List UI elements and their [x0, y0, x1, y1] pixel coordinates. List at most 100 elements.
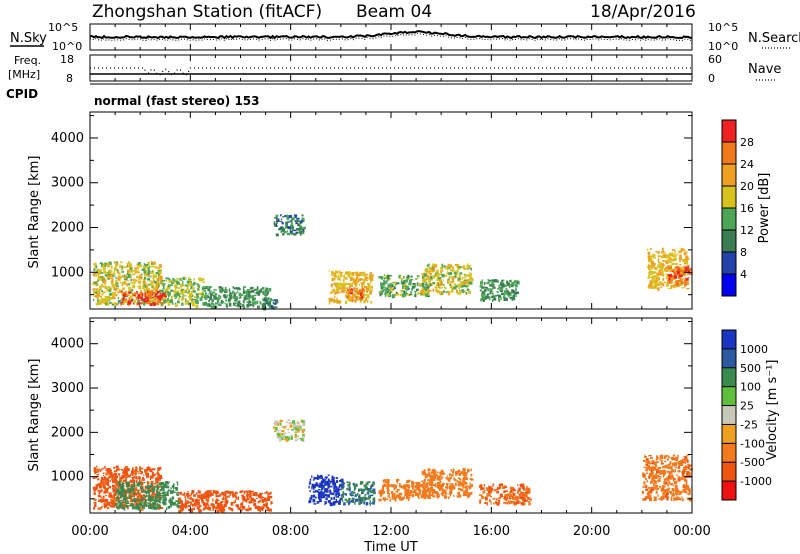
data-cell	[466, 265, 470, 269]
data-cell	[654, 271, 657, 274]
data-cell	[337, 291, 341, 294]
data-cell	[450, 494, 452, 497]
data-cell	[669, 461, 672, 465]
data-cell	[369, 289, 373, 292]
data-cell	[458, 274, 461, 279]
data-cell	[282, 434, 286, 438]
data-cell	[489, 290, 492, 295]
data-cell	[428, 495, 431, 499]
data-cell	[655, 251, 659, 253]
data-cell	[105, 271, 109, 274]
data-cell	[154, 483, 157, 485]
data-cell	[422, 279, 424, 282]
data-cell	[202, 292, 205, 296]
data-cell	[470, 484, 473, 488]
data-cell	[207, 506, 210, 510]
data-cell	[670, 498, 673, 501]
data-cell	[324, 502, 326, 506]
data-cell	[465, 485, 468, 489]
data-cell	[659, 454, 664, 458]
data-cell	[674, 266, 678, 270]
data-cell	[684, 462, 686, 464]
data-cell	[652, 262, 656, 266]
data-cell	[154, 280, 157, 284]
data-cell	[408, 497, 411, 499]
data-cell	[182, 493, 185, 496]
data-cell	[119, 501, 122, 505]
data-cell	[492, 497, 496, 500]
data-cell	[112, 487, 115, 489]
data-cell	[117, 297, 119, 300]
data-cell	[145, 296, 148, 299]
data-cell	[437, 484, 440, 487]
data-cell	[385, 292, 388, 294]
freq-tick-bottom: 8	[66, 72, 73, 85]
data-cell	[156, 472, 160, 475]
data-cell	[139, 468, 142, 472]
data-cell	[262, 499, 266, 502]
data-cell	[381, 291, 383, 295]
data-cell	[133, 471, 136, 475]
data-cell	[412, 283, 416, 285]
data-cell	[682, 469, 685, 474]
data-cell	[445, 477, 449, 479]
data-cell	[670, 456, 674, 460]
data-cell	[159, 489, 162, 492]
data-cell	[396, 488, 400, 491]
data-cell	[104, 465, 106, 469]
data-cell	[644, 474, 646, 477]
data-cell	[661, 267, 663, 272]
data-cell	[183, 504, 186, 508]
data-cell	[102, 472, 105, 474]
data-cell	[452, 266, 454, 270]
data-cell	[107, 274, 110, 278]
data-cell	[333, 497, 336, 500]
data-cell	[186, 493, 190, 497]
data-cell	[322, 478, 326, 482]
data-cell	[335, 270, 339, 274]
data-cell	[658, 262, 661, 266]
data-cell	[645, 496, 647, 500]
data-cell	[151, 270, 153, 272]
data-cell	[113, 485, 117, 488]
data-cell	[253, 492, 258, 494]
data-cell	[95, 468, 99, 472]
data-cell	[311, 486, 313, 490]
data-cell	[427, 293, 430, 296]
data-cell	[152, 496, 155, 500]
data-cell	[324, 476, 328, 478]
data-cell	[171, 496, 175, 500]
data-cell	[165, 485, 168, 489]
data-cell	[154, 289, 159, 291]
data-cell	[93, 290, 96, 295]
data-cell	[352, 491, 354, 495]
data-cell	[367, 496, 371, 499]
data-cell	[450, 490, 452, 494]
data-cell	[192, 290, 196, 293]
data-cell	[93, 467, 97, 469]
data-cell	[672, 480, 675, 482]
data-cell	[491, 487, 494, 491]
data-cell	[333, 282, 336, 286]
data-cell	[156, 302, 160, 306]
data-cell	[442, 491, 445, 493]
data-cell	[248, 490, 252, 494]
data-cell	[656, 279, 659, 282]
data-cell	[285, 421, 288, 424]
data-cell	[399, 483, 401, 486]
data-cell	[329, 489, 332, 493]
data-cell	[112, 484, 115, 488]
data-cell	[360, 292, 363, 297]
data-cell	[349, 289, 353, 293]
data-cell	[669, 252, 673, 257]
data-cell	[234, 494, 237, 498]
y-tick-label: 1000	[51, 470, 84, 485]
data-cell	[160, 494, 164, 497]
data-cell	[328, 301, 331, 305]
data-cell	[162, 501, 164, 504]
data-cell	[371, 483, 375, 486]
data-cell	[134, 271, 137, 274]
data-cell	[432, 468, 436, 471]
data-cell	[440, 477, 443, 480]
data-cell	[289, 230, 293, 233]
